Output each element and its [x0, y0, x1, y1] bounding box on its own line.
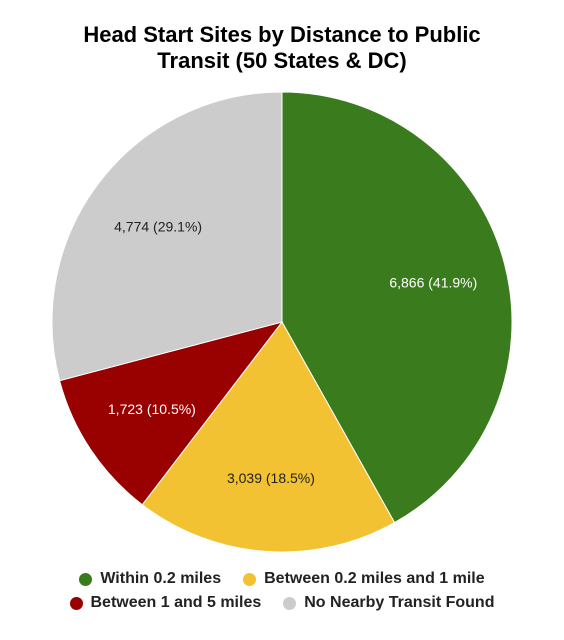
legend-label: Between 0.2 miles and 1 mile: [264, 570, 485, 587]
legend-row-1: Within 0.2 miles Between 0.2 miles and 1…: [0, 570, 564, 588]
legend-marker-icon: [69, 596, 83, 610]
legend-row-2: Between 1 and 5 miles No Nearby Transit …: [0, 594, 564, 612]
legend-label: Within 0.2 miles: [100, 570, 222, 587]
pie-data-labels: 6,866 (41.9%) 3,039 (18.5%) 1,723 (10.5%) 4…: [108, 219, 477, 486]
pie-slice-within-0-2-miles[interactable]: [281, 91, 513, 524]
legend-label: Between 1 and 5 miles: [90, 594, 262, 611]
data-label-between-0-2-miles-and-1-mile: 3,039 (18.5%): [227, 470, 315, 486]
legend-item-between-0-2-and-1-mile[interactable]: Between 0.2 miles and 1 mile: [243, 570, 485, 588]
pie-slice-between-1-and-5-miles[interactable]: [59, 321, 284, 506]
legend-marker-icon: [243, 572, 257, 586]
legend-item-no-nearby-transit[interactable]: No Nearby Transit Found: [283, 594, 494, 612]
chart-title-line-1: Head Start Sites by Distance to Public: [83, 22, 481, 47]
legend-marker-icon: [79, 572, 93, 586]
legend-label: No Nearby Transit Found: [304, 594, 495, 611]
pie-slice-between-0-2-miles-and-1-mile[interactable]: [141, 321, 396, 553]
pie-chart: 6,866 (41.9%) 3,039 (18.5%) 1,723 (10.5%) 4…: [51, 91, 513, 553]
pie-slices: [51, 91, 513, 553]
chart-title-line-2: Transit (50 States & DC): [157, 48, 407, 73]
legend-item-within-0-2-miles[interactable]: Within 0.2 miles: [79, 570, 221, 588]
pie-slice-no-nearby-transit-found[interactable]: [51, 91, 283, 382]
data-label-within-0-2-miles: 6,866 (41.9%): [389, 274, 477, 290]
chart-title: Head Start Sites by Distance to Public T…: [0, 22, 564, 74]
legend-marker-icon: [283, 596, 297, 610]
legend-item-between-1-and-5-miles[interactable]: Between 1 and 5 miles: [69, 594, 262, 612]
data-label-no-nearby-transit-found: 4,774 (29.1%): [114, 219, 202, 235]
data-label-between-1-and-5-miles: 1,723 (10.5%): [108, 401, 196, 417]
